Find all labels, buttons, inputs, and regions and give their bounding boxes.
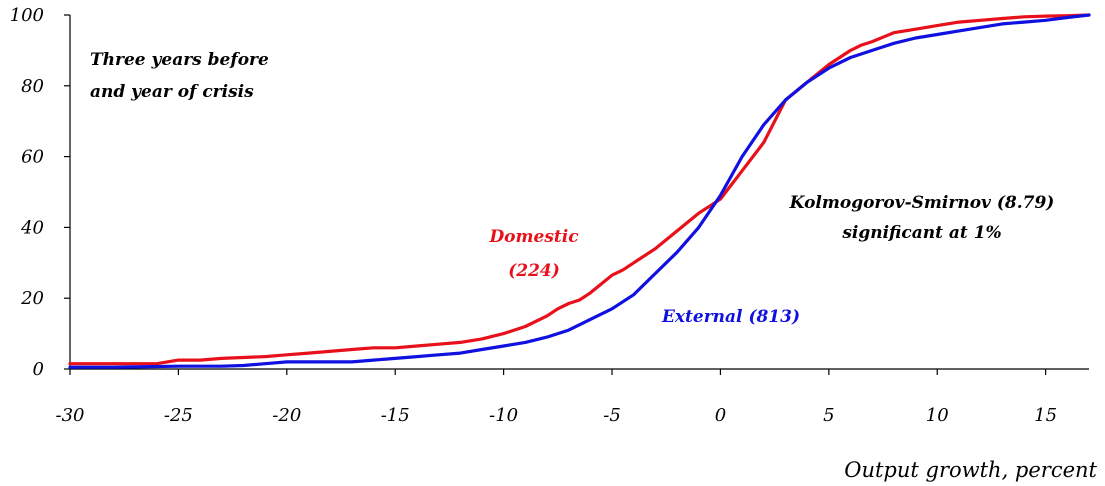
x-tick-label: 10 — [926, 405, 949, 426]
x-tick-label: -20 — [272, 405, 301, 426]
ks-annotation-line2: significant at 1% — [841, 223, 1001, 243]
external-label: External (813) — [661, 307, 800, 327]
y-tick-label: 40 — [20, 217, 44, 238]
x-axis: -30 -25 -20 -15 -10 -5 0 5 10 15 — [56, 368, 1089, 426]
y-tick-label: 80 — [21, 76, 44, 97]
y-axis: 0 20 40 60 80 100 — [10, 5, 71, 380]
domestic-label-line2: (224) — [508, 261, 560, 281]
domestic-label-line1: Domestic — [488, 227, 579, 247]
x-tick-label: -10 — [489, 405, 518, 426]
domestic-series-line — [68, 13, 1091, 366]
y-tick-label: 60 — [21, 147, 44, 168]
x-tick-label: -25 — [164, 405, 193, 426]
y-tick-label: 0 — [33, 359, 44, 380]
x-tick-label: 5 — [823, 405, 834, 426]
y-tick-label: 20 — [20, 288, 44, 309]
period-annotation-line1: Three years before — [90, 50, 269, 70]
external-series-line — [68, 13, 1091, 369]
x-tick-label: -15 — [381, 405, 410, 426]
series-layer — [68, 13, 1091, 369]
x-tick-label: -5 — [603, 405, 621, 426]
ks-annotation-line1: Kolmogorov-Smirnov (8.79) — [789, 193, 1055, 213]
period-annotation-line2: and year of crisis — [90, 82, 254, 102]
y-tick-label: 100 — [10, 5, 44, 26]
x-axis-title: Output growth, percent — [844, 458, 1097, 482]
x-tick-label: -30 — [56, 405, 85, 426]
x-tick-label: 15 — [1034, 405, 1057, 426]
x-tick-label: 0 — [715, 405, 726, 426]
